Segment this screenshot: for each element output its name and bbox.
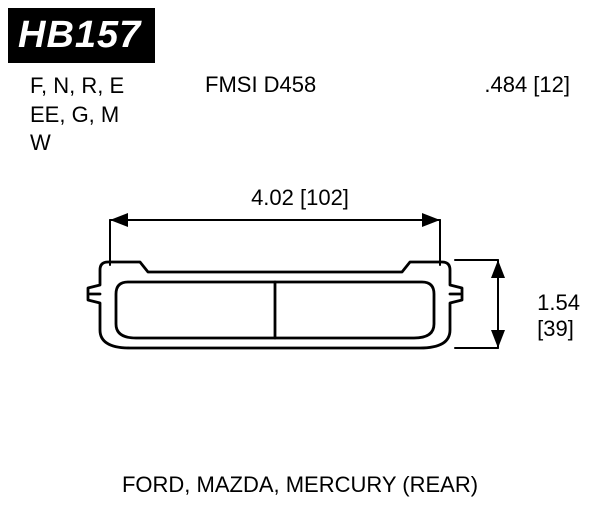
compounds-line1: F, N, R, E	[30, 72, 205, 101]
spec-row: F, N, R, E EE, G, M W FMSI D458 .484 [12…	[30, 72, 570, 158]
diagram-svg	[0, 170, 600, 470]
height-dimension-label: 1.54 [39]	[537, 290, 580, 343]
height-metric: [39]	[537, 316, 580, 342]
fmsi-spec: FMSI D458	[205, 72, 405, 158]
part-number: HB157	[18, 14, 141, 56]
height-value: 1.54	[537, 290, 580, 316]
part-number-badge: HB157	[8, 8, 155, 63]
compounds-column: F, N, R, E EE, G, M W	[30, 72, 205, 158]
brake-pad-diagram	[0, 170, 600, 470]
compounds-line3: W	[30, 129, 205, 158]
compounds-line2: EE, G, M	[30, 101, 205, 130]
thickness-spec: .484 [12]	[405, 72, 570, 158]
page-root: HB157 F, N, R, E EE, G, M W FMSI D458 .4…	[0, 0, 600, 518]
vehicle-applications: FORD, MAZDA, MERCURY (REAR)	[0, 472, 600, 498]
